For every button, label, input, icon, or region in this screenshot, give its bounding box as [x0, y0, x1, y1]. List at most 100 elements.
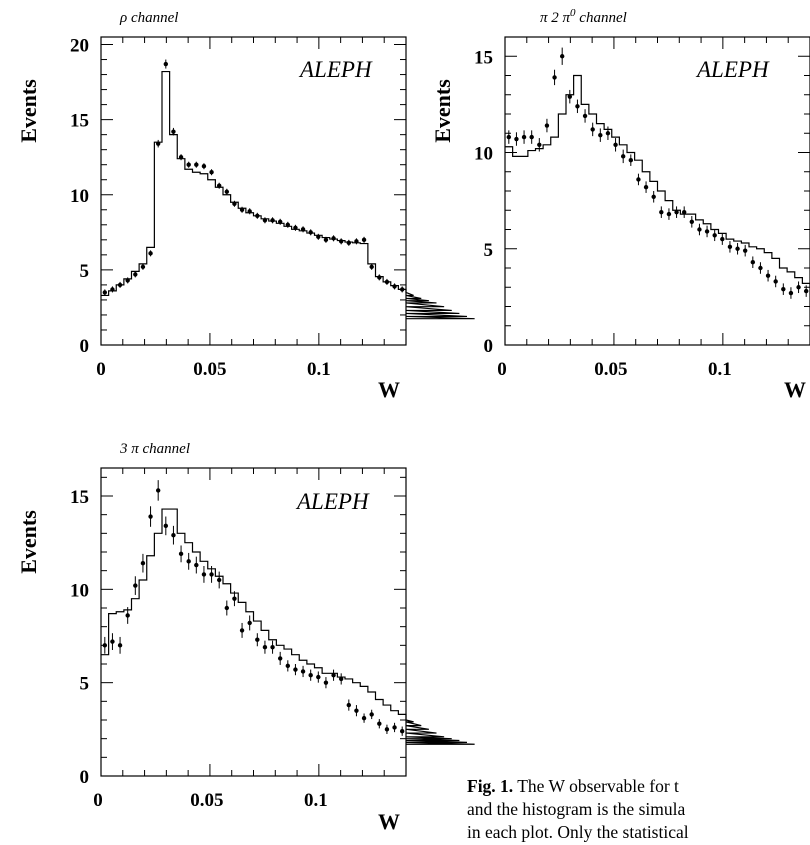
data-point [148, 514, 153, 519]
data-point [666, 211, 672, 217]
y-axis-label: Events [430, 79, 455, 143]
simulation-histogram [505, 74, 810, 317]
data-point [270, 218, 275, 223]
chart-title: π 2 π0 channel [540, 7, 627, 26]
experiment-label: ALEPH [695, 57, 770, 82]
data-point [186, 559, 191, 564]
data-point [331, 673, 336, 678]
data-point [384, 279, 390, 285]
y-tick-label: 15 [70, 487, 89, 508]
data-point [620, 154, 626, 159]
data-point [636, 177, 641, 182]
data-point [369, 712, 374, 717]
data-point [567, 94, 573, 99]
y-tick-label: 10 [474, 144, 493, 165]
data-point [796, 285, 801, 290]
data-point [117, 282, 123, 288]
x-tick-label: 0 [96, 359, 106, 380]
data-point [316, 234, 321, 240]
data-point [171, 533, 176, 538]
data-point [346, 240, 352, 246]
y-tick-label: 0 [80, 767, 90, 788]
data-point [308, 230, 313, 235]
data-point [171, 129, 176, 134]
data-point [338, 239, 344, 244]
data-point [681, 209, 687, 215]
caption-line-3: in each plot. Only the statistical [467, 822, 689, 842]
data-point [392, 284, 397, 289]
data-point [354, 708, 359, 713]
caption-line-2: and the histogram is the simula [467, 799, 686, 819]
data-point [140, 561, 146, 566]
data-point [544, 123, 550, 128]
data-point [209, 170, 214, 175]
x-tick-label: 0.05 [594, 359, 627, 380]
data-point [651, 194, 656, 199]
data-point [247, 620, 252, 626]
data-point [194, 162, 199, 167]
data-point [537, 142, 542, 147]
data-point [255, 637, 260, 642]
data-point [773, 279, 778, 284]
data-point [163, 61, 169, 67]
data-point [552, 75, 557, 80]
data-point [514, 136, 519, 142]
simulation-histogram [101, 70, 475, 320]
data-point [742, 248, 748, 253]
data-point [178, 154, 184, 160]
x-axis-label: W [378, 809, 400, 834]
data-point [133, 583, 138, 588]
data-point [361, 237, 367, 243]
data-point [765, 273, 771, 278]
data-point [354, 239, 359, 244]
data-point [163, 523, 169, 529]
chart-panel-1: 0 5 10 15 20 0 0.05 0.1 Events Wρ channel ALEPH [16, 10, 475, 402]
y-tick-label: 15 [70, 111, 89, 132]
plot-frame [100, 467, 407, 777]
data-point [521, 134, 527, 140]
data-point [133, 272, 138, 277]
chart-panel-3: 0 5 10 15 0 0.05 0.1 Events W 3 π channel ALEPH [16, 441, 475, 834]
data-point [377, 721, 382, 726]
data-point [506, 134, 512, 140]
data-point [727, 244, 733, 250]
data-point [262, 218, 268, 223]
data-point [224, 605, 230, 611]
data-point [712, 233, 717, 238]
chart-title: 3 π channel [119, 441, 190, 457]
data-point [102, 290, 108, 295]
data-point [735, 246, 740, 251]
chart-title: ρ channel [119, 10, 178, 26]
data-point [369, 264, 374, 270]
y-tick-label: 15 [474, 47, 493, 68]
data-point [300, 669, 306, 674]
data-point [392, 725, 397, 730]
x-tick-label: 0 [497, 359, 507, 380]
y-tick-label: 5 [80, 674, 90, 695]
data-point [293, 225, 298, 231]
data-point [285, 663, 291, 669]
data-point [750, 260, 756, 265]
data-point [323, 680, 329, 685]
data-point [697, 227, 702, 232]
y-tick-label: 0 [80, 336, 90, 357]
data-point [704, 229, 710, 234]
data-point [155, 141, 161, 146]
data-point [110, 639, 115, 644]
chart-title-tail: channel [576, 10, 627, 26]
data-point [125, 278, 130, 283]
data-point [178, 551, 184, 557]
data-point [224, 189, 230, 194]
data-point [300, 227, 306, 232]
data-point [140, 264, 146, 270]
data-point [361, 715, 367, 721]
data-point [232, 201, 237, 206]
data-point [605, 131, 611, 136]
data-point [559, 54, 565, 59]
data-point [293, 667, 298, 672]
plot-frame [100, 36, 407, 346]
data-point [209, 572, 214, 577]
data-point [590, 127, 595, 132]
data-point [232, 596, 237, 601]
data-point [643, 184, 649, 190]
